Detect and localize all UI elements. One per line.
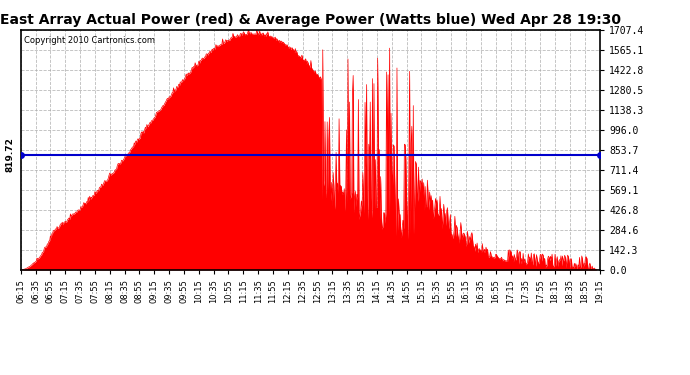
Title: East Array Actual Power (red) & Average Power (Watts blue) Wed Apr 28 19:30: East Array Actual Power (red) & Average … bbox=[0, 13, 621, 27]
Text: Copyright 2010 Cartronics.com: Copyright 2010 Cartronics.com bbox=[23, 36, 155, 45]
Text: 819.72: 819.72 bbox=[6, 137, 15, 172]
